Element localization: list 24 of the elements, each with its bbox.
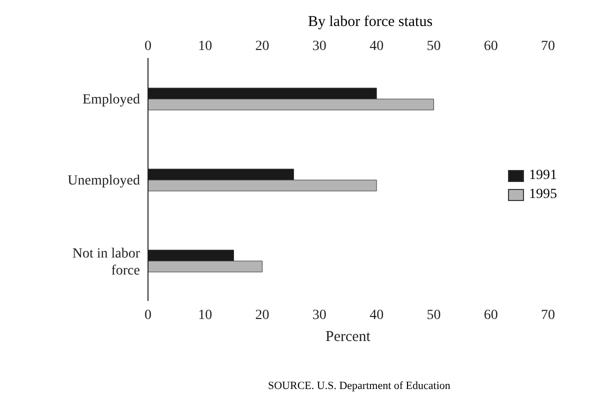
y-tick-label: Not in labor force (72, 246, 140, 278)
x2-tick-label: 60 (484, 39, 498, 54)
x-tick-label: 20 (255, 308, 270, 323)
source-note: SOURCE. U.S. Department of Education (268, 380, 450, 392)
x2-tick-label: 20 (255, 39, 270, 54)
x-tick-label: 40 (370, 308, 384, 323)
x2-tick-label: 70 (541, 39, 555, 54)
x2-tick-label: 30 (312, 39, 326, 54)
x2-tick-label: 40 (370, 39, 384, 54)
x2-tick-label: 50 (426, 39, 441, 54)
x-tick-label: 50 (426, 308, 441, 323)
x-tick-label: 70 (541, 308, 555, 323)
x-tick-label: 10 (198, 308, 212, 323)
x-tick-label: 0 (144, 308, 152, 323)
x2-tick-label: 0 (144, 39, 152, 54)
y-tick-label: Unemployed (68, 174, 140, 188)
y-tick-label: Employed (82, 92, 140, 108)
legend-label: 1991 (529, 168, 557, 184)
x-axis-title: Percent (326, 329, 372, 345)
legend-label: 1995 (529, 187, 557, 203)
x-tick-label: 60 (484, 308, 498, 323)
x2-tick-label: 10 (198, 39, 212, 54)
chart-title: By labor force status (308, 14, 433, 31)
x-tick-label: 30 (312, 308, 326, 323)
